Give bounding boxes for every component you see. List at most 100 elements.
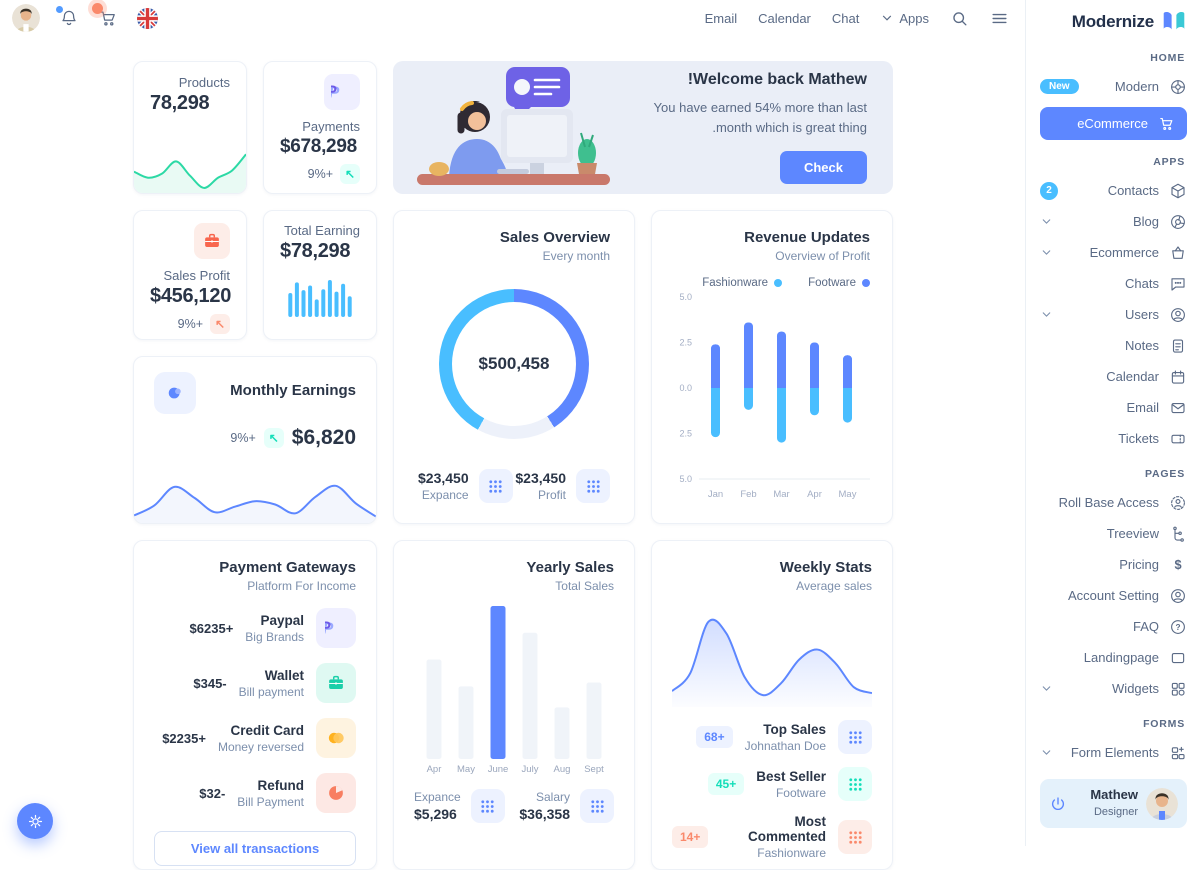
sidebar-item-account-setting[interactable]: Account Setting [1040,580,1187,611]
revenue-updates-title: Revenue Updates [744,229,870,246]
weekly-stats-title: Weekly Stats [779,559,872,576]
svg-text:Apr: Apr [427,764,442,775]
salary-stat: Salary $36,358 [519,789,614,823]
welcome-title: Welcome back Mathew! [687,70,867,88]
monthly-earnings-value-row: $6,820 ↖ 9%+ [154,426,356,450]
nav-apps-dropdown[interactable]: Apps [880,11,929,26]
view-all-transactions-button[interactable]: View all transactions [154,831,356,866]
cart-icon [1157,114,1176,133]
gear-icon [26,812,45,831]
yearly-sales-subtitle: Total Sales [555,579,614,593]
monthly-earnings-sparkline [134,461,376,523]
sidebar-item-roll-base-access[interactable]: Roll Base Access [1040,487,1187,518]
sidebar-item-users[interactable]: Users [1040,299,1187,330]
brand-logo[interactable]: Modernize [1040,0,1187,38]
notification-dot [56,6,63,13]
pie-icon [316,773,356,813]
dashboard-grid: Products 78,298 PP Payments $678,298 ↖ 9… [133,61,894,870]
sidebar-item-pricing[interactable]: $ Pricing [1040,549,1187,580]
profile-role: Designer [1093,806,1138,818]
search-icon[interactable] [950,9,969,28]
sidebar-item-email[interactable]: Email [1040,392,1187,423]
weekly-stats-card: Weekly Stats Average sales Top Sales Joh… [651,540,893,870]
help-icon: ? [1168,617,1187,636]
svg-text:?: ? [1175,623,1180,632]
language-flag-icon[interactable] [137,7,158,29]
chevron-down-icon [1040,682,1053,695]
sidebar-item-widgets[interactable]: Widgets [1040,673,1187,704]
svg-text:2.5: 2.5 [679,429,692,439]
user-avatar[interactable] [12,4,40,32]
nav-chat[interactable]: Chat [831,10,860,26]
header-left-icons [12,3,158,32]
total-earning-value: $78,298 [280,240,351,262]
chevron-down-icon [1040,746,1053,759]
sales-overview-stats: $23,450 Profit $23,450 Expance [418,469,610,505]
products-sparkline [134,135,246,193]
nav-calendar[interactable]: Calendar [758,10,811,26]
menu-icon[interactable] [990,9,1009,28]
yearly-sales-title: Yearly Sales [526,559,614,576]
payments-card: PP Payments $678,298 ↖ 9%+ [263,61,377,194]
grid-dots-icon [838,767,872,801]
products-card: Products 78,298 [133,61,247,194]
stat-badge: 68+ [696,726,733,748]
revenue-updates-chart: 5.0 2.5 0.0 2.5 5.0 Jan Feb Mar Apr May [674,291,870,505]
nav-apps-label: Apps [899,10,929,26]
sidebar: Modernize HOME Modern New eCommerce APPS… [1025,0,1200,846]
sidebar-item-faq[interactable]: ? FAQ [1040,611,1187,642]
sidebar-item-label: eCommerce [1077,116,1148,131]
check-button[interactable]: Check [779,151,867,185]
grid-dots-icon [470,789,505,823]
sidebar-item-notes[interactable]: Notes [1040,330,1187,361]
profile-card[interactable]: Mathew Designer [1040,779,1187,828]
sidebar-item-ecommerce-active[interactable]: eCommerce [1040,107,1187,140]
settings-fab[interactable] [17,803,53,839]
chevron-down-icon [1040,215,1053,228]
sales-overview-subtitle: Every month [542,249,610,263]
sidebar-item-blog[interactable]: Blog [1040,206,1187,237]
brand-logo-icon [1161,10,1187,34]
svg-text:$: $ [1174,557,1181,572]
sidebar-item-tickets[interactable]: Tickets [1040,423,1187,454]
svg-text:P: P [331,85,340,102]
sidebar-item-contacts[interactable]: Contacts 2 [1040,175,1187,206]
welcome-text: Welcome back Mathew! You have earned 54%… [616,70,867,185]
donut-center-value: $500,458 [478,354,550,373]
form-elements-icon [1168,743,1187,762]
briefcase-icon [194,223,230,259]
svg-text:0.0: 0.0 [679,383,692,393]
notifications-bell-icon[interactable] [56,6,79,28]
mail-icon [1168,398,1187,417]
sidebar-item-treeview[interactable]: Treeview [1040,518,1187,549]
payment-gateways-title: Payment Gateways [219,559,356,576]
gateway-row-wallet[interactable]: Wallet Bill payment $345- [154,663,356,703]
total-earning-label: Total Earning [284,223,360,238]
stat-badge: 45+ [707,773,745,795]
svg-text:P: P [325,621,334,638]
cart-icon[interactable] [92,3,118,28]
gateway-row-paypal[interactable]: PP Paypal Big Brands $6235+ [154,608,356,648]
logout-icon[interactable] [1049,795,1067,813]
gateway-row-credit-card[interactable]: Credit Card Money reversed $2235+ [154,718,356,758]
chevron-down-icon [883,15,892,21]
svg-text:P: P [331,84,337,101]
main-area: Email Calendar Chat Apps Products 78,2 [12,3,1009,870]
sidebar-item-modern[interactable]: Modern New [1040,71,1187,102]
profit-stat: $23,450 Profit [515,469,610,503]
welcome-illustration [411,61,616,194]
sidebar-item-chats[interactable]: Chats [1040,268,1187,299]
gateway-row-refund[interactable]: Refund Bill Payment $32- [154,773,356,813]
avatar [1146,787,1178,820]
sidebar-item-landingpage[interactable]: Landingpage [1040,642,1187,673]
profile-text: Mathew Designer [1090,787,1138,820]
weekly-row-best-seller: Best Seller Footware 45+ [672,767,872,801]
yearly-sales-card: Yearly Sales Total Sales Apr May June July A… [393,540,635,870]
aperture-icon [1168,77,1187,96]
sidebar-item-calendar[interactable]: Calendar [1040,361,1187,392]
nav-email[interactable]: Email [704,10,738,26]
sidebar-item-ecommerce[interactable]: Ecommerce [1040,237,1187,268]
chevron-down-icon [1040,246,1053,259]
legend-fashionware: Fashionware [702,277,783,289]
sidebar-item-form-elements[interactable]: Form Elements [1040,737,1187,768]
